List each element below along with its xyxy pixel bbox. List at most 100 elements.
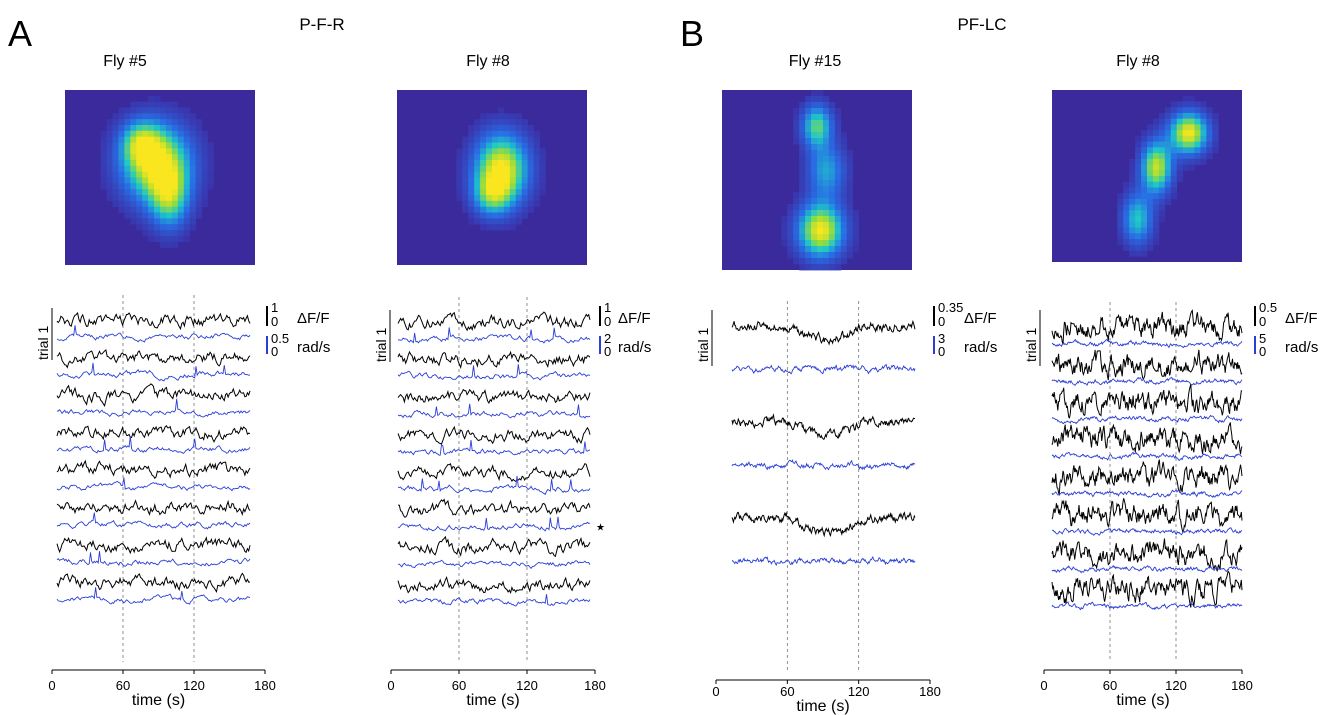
heatmap-pixel xyxy=(1147,204,1154,211)
rad-trace xyxy=(56,587,251,605)
heatmap-pixel xyxy=(1152,164,1160,171)
heatmap-pixel xyxy=(811,162,818,169)
heatmap-pixel xyxy=(1188,95,1195,102)
heatmap-pixel xyxy=(124,212,131,219)
heatmap-pixel xyxy=(1117,239,1124,246)
heatmap-pixel xyxy=(130,136,137,143)
heatmap-pixel xyxy=(100,177,107,184)
heatmap-pixel xyxy=(1158,130,1166,137)
heatmap-pixel xyxy=(817,90,824,97)
heatmap-pixel xyxy=(183,224,191,231)
heatmap-pixel xyxy=(165,130,173,138)
heatmap-pixel xyxy=(811,144,818,151)
heatmap-pixel xyxy=(521,212,529,219)
heatmap-pixel xyxy=(834,132,842,139)
heatmap-pixel xyxy=(828,210,836,217)
heatmap-pixel xyxy=(840,198,848,205)
heatmap-pixel xyxy=(787,234,794,241)
heatmap-pixel xyxy=(497,200,505,208)
heatmap-pixel xyxy=(148,125,155,132)
rad-scale-label: rad/s xyxy=(618,339,651,356)
heatmap-pixel xyxy=(189,206,197,213)
heatmap-pixel xyxy=(834,204,842,211)
heatmap-pixel xyxy=(1170,107,1178,114)
x-axis-label: time (s) xyxy=(466,692,519,709)
heatmap-pixel xyxy=(521,189,529,196)
heatmap-pixel xyxy=(799,246,806,253)
heatmap-pixel xyxy=(154,107,161,114)
heatmap-pixel xyxy=(171,189,179,196)
heatmap-pixel xyxy=(811,168,818,175)
heatmap-pixel xyxy=(1182,141,1189,148)
heatmap-pixel xyxy=(840,222,848,229)
heatmap-pixel xyxy=(171,171,179,178)
heatmap-pixel xyxy=(106,125,113,132)
heatmap-pixel xyxy=(1135,135,1142,142)
heatmap-pixel xyxy=(492,177,499,184)
heatmap-pixel xyxy=(1170,141,1178,148)
heatmap-pixel xyxy=(130,154,137,161)
heatmap-pixel xyxy=(533,189,540,196)
heatmap-pixel xyxy=(462,171,469,178)
heatmap-pixel xyxy=(136,113,143,120)
heatmap-pixel xyxy=(1206,135,1213,142)
heatmap-pixel xyxy=(1206,124,1213,131)
heatmap-pixel xyxy=(195,148,202,155)
heatmap-image xyxy=(397,90,587,265)
rad-trace xyxy=(397,476,591,496)
heatmap-pixel xyxy=(171,224,179,231)
heatmap-pixel xyxy=(497,148,505,155)
heatmap-pixel xyxy=(1206,130,1213,137)
heatmap-pixel xyxy=(817,234,824,241)
heatmap-pixel xyxy=(1182,130,1189,137)
dff-trace xyxy=(56,499,251,516)
heatmap-pixel xyxy=(183,142,191,149)
heatmap-pixel xyxy=(1152,210,1160,217)
heatmap-pixel xyxy=(822,198,830,205)
heatmap-pixel xyxy=(195,125,202,132)
heatmap-pixel xyxy=(533,165,540,173)
heatmap-pixel xyxy=(118,160,125,167)
x-tick-label: 120 xyxy=(516,678,538,693)
heatmap-pixel xyxy=(189,160,197,167)
dff-trace xyxy=(1051,349,1243,381)
heatmap-pixel xyxy=(822,240,830,247)
heatmap-pixel xyxy=(201,148,208,155)
heatmap-pixel xyxy=(142,119,149,126)
heatmap-pixel xyxy=(787,216,794,223)
heatmap-pixel xyxy=(805,192,812,199)
heatmap-pixel xyxy=(124,154,131,161)
heatmap-pixel xyxy=(822,168,830,175)
heatmap-pixel xyxy=(136,101,143,108)
heatmap-pixel xyxy=(817,192,824,199)
heatmap-pixel xyxy=(1129,204,1136,211)
heatmap-pixel xyxy=(1212,112,1219,120)
heatmap-pixel xyxy=(1212,124,1219,131)
dff-scale-label: ΔF/F xyxy=(964,310,997,327)
heatmap-pixel xyxy=(817,210,824,217)
heatmap-pixel xyxy=(142,130,149,138)
heatmap-pixel xyxy=(183,218,191,225)
heatmap-pixel xyxy=(840,150,848,157)
heatmap-pixel xyxy=(799,162,806,169)
heatmap-pixel xyxy=(112,142,119,149)
heatmap-pixel xyxy=(177,154,185,161)
heatmap-pixel xyxy=(106,160,113,167)
heatmap-pixel xyxy=(1141,187,1148,194)
heatmap-pixel xyxy=(160,212,167,219)
heatmap-pixel xyxy=(805,228,812,235)
heatmap-pixel xyxy=(1135,244,1142,251)
heatmap-pixel xyxy=(124,148,131,155)
heatmap-pixel xyxy=(811,246,818,253)
heatmap-pixel xyxy=(201,142,208,149)
heatmap-pixel xyxy=(486,212,493,219)
heatmap-pixel xyxy=(1147,135,1154,142)
heatmap-pixel xyxy=(492,189,499,196)
heatmap-pixel xyxy=(828,252,836,259)
heatmap-pixel xyxy=(124,183,131,190)
heatmap-pixel xyxy=(189,136,197,143)
heatmap-pixel xyxy=(480,195,487,202)
heatmap-pixel xyxy=(486,165,493,173)
heatmap-pixel xyxy=(1164,118,1172,125)
heatmap-pixel xyxy=(148,95,155,103)
